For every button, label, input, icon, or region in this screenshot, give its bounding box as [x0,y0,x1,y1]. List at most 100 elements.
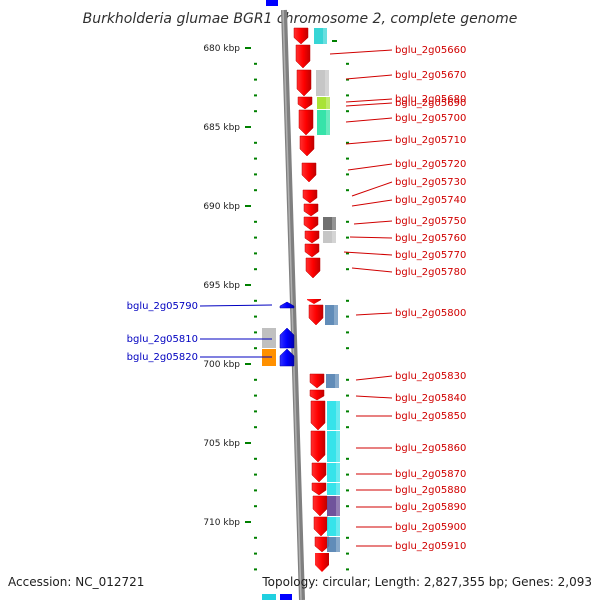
major-tick [245,47,251,49]
minor-tick-right [346,268,349,271]
minor-tick-left [254,505,257,508]
minor-tick-left [254,489,257,492]
minor-tick-right [346,457,349,460]
gene-label-right[interactable]: bglu_2g05700 [395,113,466,124]
label-leader [345,74,393,80]
gene-label-right[interactable]: bglu_2g05850 [395,411,466,422]
gene-arrow-reverse[interactable] [279,348,295,367]
gene-label-right[interactable]: bglu_2g05830 [395,371,466,382]
gene-arrow-forward[interactable] [299,135,315,157]
gene-label-right[interactable]: bglu_2g05840 [395,393,466,404]
minor-tick-left [254,536,257,539]
gene-label-right[interactable]: bglu_2g05730 [395,177,466,188]
label-leader [351,199,393,207]
gene-label-right[interactable]: bglu_2g05780 [395,267,466,278]
minor-tick-left [254,299,257,302]
gene-label-right[interactable]: bglu_2g05770 [395,250,466,261]
minor-tick-right [346,347,349,350]
gene-arrow-forward[interactable] [315,553,329,572]
gene-arrow-forward[interactable] [310,430,326,463]
label-leader [329,49,393,55]
minor-tick-right [346,568,349,571]
cog-color-box [327,401,340,430]
gene-label-right[interactable]: bglu_2g05870 [395,469,466,480]
gene-arrow-forward[interactable] [295,44,311,69]
minor-tick-left [254,568,257,571]
cog-color-box [327,483,340,495]
gene-arrow-forward[interactable] [293,27,309,45]
gene-arrow-forward[interactable] [311,482,327,496]
minor-tick-right [346,473,349,476]
gene-label-right[interactable]: bglu_2g05690 [395,98,466,109]
minor-tick-left [254,331,257,334]
gene-arrow-forward[interactable] [309,373,325,389]
cog-shade [332,231,336,243]
gene-label-right[interactable]: bglu_2g05910 [395,541,466,552]
gene-arrow-forward[interactable] [310,400,326,431]
gene-label-left[interactable]: bglu_2g05790 [127,301,198,312]
gene-label-right[interactable]: bglu_2g05720 [395,159,466,170]
minor-tick-left [254,220,257,223]
gene-label-left[interactable]: bglu_2g05810 [127,334,198,345]
gene-arrow-forward[interactable] [313,516,329,537]
gene-label-right[interactable]: bglu_2g05760 [395,233,466,244]
cog-shade [336,463,340,482]
gene-arrow-forward[interactable] [296,69,312,97]
gene-label-right[interactable]: bglu_2g05860 [395,443,466,454]
gene-label-right[interactable]: bglu_2g05660 [395,45,466,56]
gene-label-right[interactable]: bglu_2g05670 [395,70,466,81]
minor-tick-right [346,426,349,429]
edge-gene-top[interactable] [266,0,278,6]
minor-tick-right [346,62,349,65]
gene-arrow-forward[interactable] [312,495,328,517]
minor-tick-right [332,40,337,42]
gene-arrow-forward[interactable] [307,299,321,304]
gene-arrow-forward[interactable] [308,304,324,326]
gene-arrow-forward[interactable] [298,109,314,136]
major-tick [245,205,251,207]
gene-arrow-reverse[interactable] [279,327,295,349]
gene-arrow-forward[interactable] [302,189,318,204]
cog-shade [332,217,336,230]
gene-arrow-reverse[interactable] [279,301,295,309]
gene-arrow-forward[interactable] [305,257,321,279]
gene-label-right[interactable]: bglu_2g05800 [395,308,466,319]
minor-tick-left [254,141,257,144]
minor-tick-left [254,457,257,460]
gene-arrow-forward[interactable] [304,230,320,244]
gene-arrow-forward[interactable] [314,536,330,553]
gene-arrow-forward[interactable] [301,162,317,183]
gene-arrow-forward[interactable] [303,216,319,231]
cog-shade [336,431,340,462]
gene-label-right[interactable]: bglu_2g05890 [395,502,466,513]
edge-gene-bottom-cog[interactable] [262,594,276,600]
minor-tick-right [346,94,349,97]
gene-label-right[interactable]: bglu_2g05900 [395,522,466,533]
label-leader [353,220,393,225]
major-tick [245,284,251,286]
gene-label-left[interactable]: bglu_2g05820 [127,352,198,363]
minor-tick-right [346,157,349,160]
gene-arrow-forward[interactable] [297,96,313,110]
gene-label-right[interactable]: bglu_2g05710 [395,135,466,146]
cog-color-box [327,463,340,482]
cog-shade [326,110,330,135]
gene-label-right[interactable]: bglu_2g05750 [395,216,466,227]
gene-label-right[interactable]: bglu_2g05740 [395,195,466,206]
cog-shade [326,97,330,109]
edge-gene-bottom[interactable] [280,594,292,600]
gene-arrow-forward[interactable] [311,462,327,483]
label-leader [351,181,393,197]
minor-tick-right [346,315,349,318]
gene-arrow-forward[interactable] [309,389,325,401]
minor-tick-right [346,299,349,302]
minor-tick-left [254,189,257,192]
gene-arrow-forward[interactable] [304,243,320,258]
cog-color-box [326,374,339,388]
gene-label-right[interactable]: bglu_2g05880 [395,485,466,496]
cog-shade [334,305,338,325]
label-leader [355,375,393,381]
gene-arrow-forward[interactable] [303,203,319,217]
gene-label-right[interactable]: bglu_2g05680 [395,94,466,105]
label-leader [349,236,393,239]
